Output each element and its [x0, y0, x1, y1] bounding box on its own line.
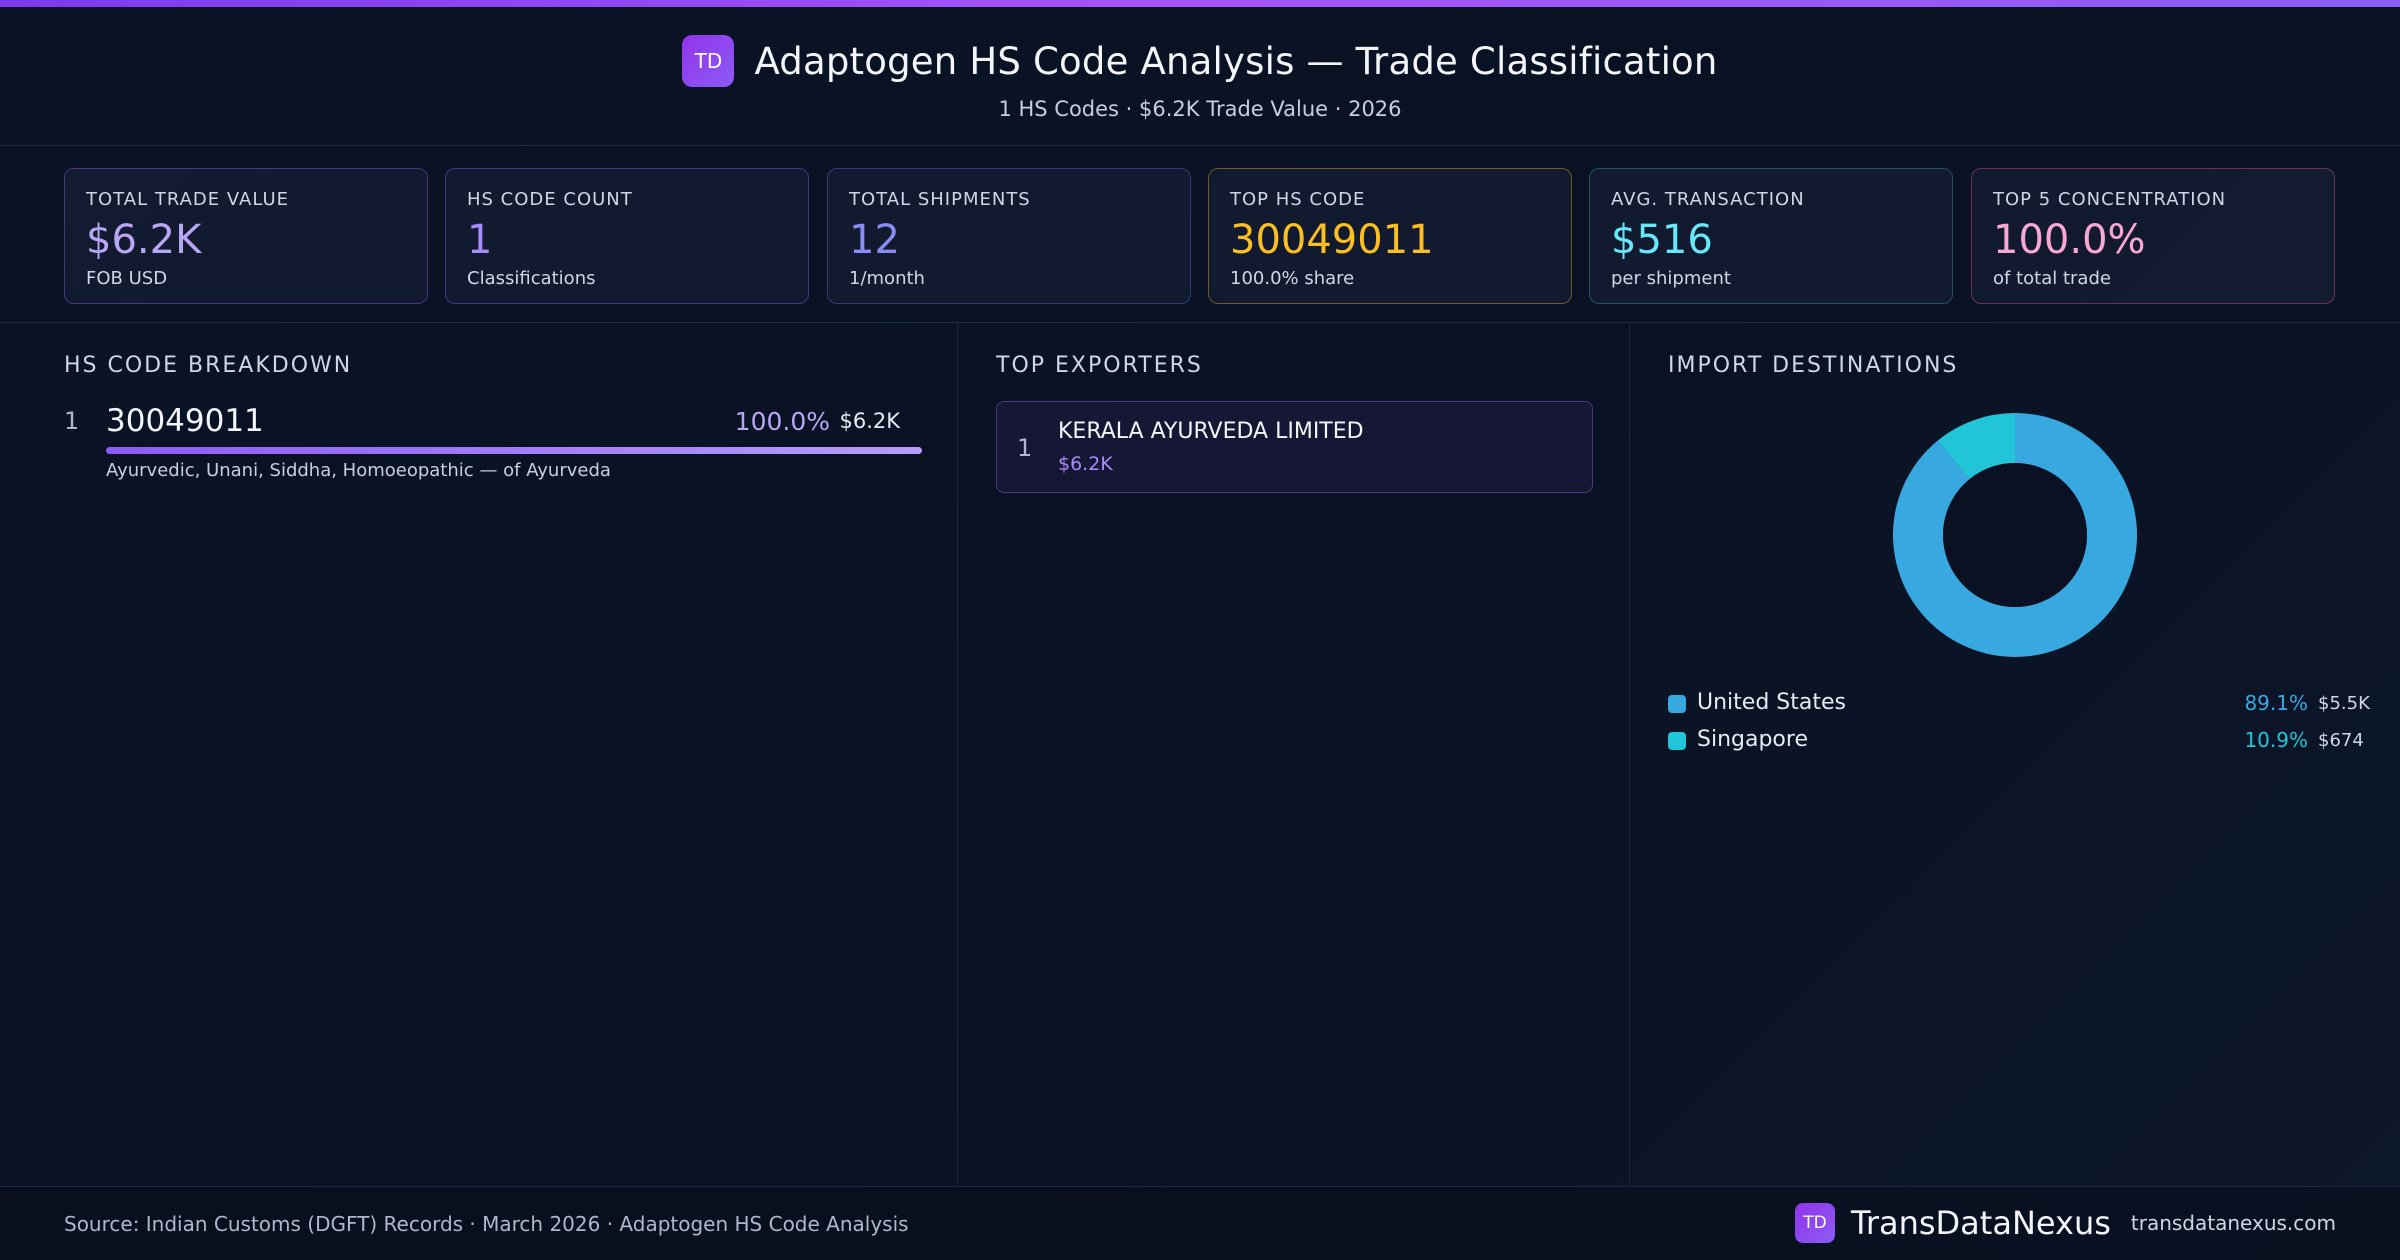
kpi-sub: 100.0% share [1230, 268, 1355, 289]
kpi-label: HS Code Count [467, 189, 633, 210]
legend-value: $5.5K [2318, 693, 2370, 714]
kpi-sub: 1/month [849, 268, 925, 289]
page-footer: Source: Indian Customs (DGFT) Records · … [0, 1186, 2400, 1260]
kpi-card-total-shipments: Total Shipments 12 1/month [827, 168, 1191, 304]
top-exporters-panel: Top Exporters 1 KERALA AYURVEDA LIMITED … [959, 323, 1630, 1186]
legend-value: $674 [2318, 730, 2364, 751]
legend-item-united-states[interactable]: United States 89.1% $5.5K [1668, 688, 2370, 718]
kpi-label: Top HS Code [1230, 189, 1366, 210]
kpi-row: Total Trade Value $6.2K FOB USD HS Code … [0, 146, 2400, 323]
hs-bar-track [106, 447, 922, 454]
donut-hole [1943, 463, 2087, 607]
hs-description: Ayurvedic, Unani, Siddha, Homoeopathic —… [106, 460, 611, 481]
legend-pct: 10.9% [2244, 728, 2308, 752]
donut-slice-united-states[interactable] [1893, 413, 2137, 657]
kpi-card-hs-code-count: HS Code Count 1 Classifications [445, 168, 809, 304]
exporter-value: $6.2K [1058, 453, 1113, 475]
panel-title: HS Code Breakdown [64, 353, 353, 378]
legend-item-singapore[interactable]: Singapore 10.9% $674 [1668, 725, 2368, 755]
kpi-label: Avg. Transaction [1611, 189, 1805, 210]
hs-value: $6.2K [839, 409, 900, 433]
kpi-value: 12 [849, 217, 900, 263]
kpi-card-total-trade-value: Total Trade Value $6.2K FOB USD [64, 168, 428, 304]
kpi-card-avg-transaction: Avg. Transaction $516 per shipment [1589, 168, 1953, 304]
hs-code-row[interactable]: 1 30049011 100.0% $6.2K Ayurvedic, Unani… [64, 403, 922, 493]
panels: HS Code Breakdown 1 30049011 100.0% $6.2… [0, 323, 2400, 1186]
footer-logo-badge: TD [1794, 1203, 1835, 1243]
kpi-label: Top 5 Concentration [1993, 189, 2227, 210]
panel-title: Top Exporters [996, 353, 1203, 378]
kpi-sub: FOB USD [86, 268, 168, 289]
footer-url-link[interactable]: transdatanexus.com [2130, 1211, 2336, 1235]
exporter-rank: 1 [1017, 434, 1033, 462]
logo-badge: TD [682, 35, 735, 87]
kpi-label: Total Shipments [849, 189, 1031, 210]
kpi-label: Total Trade Value [86, 189, 290, 210]
kpi-value: $6.2K [86, 217, 202, 263]
panel-title: Import Destinations [1668, 353, 1959, 378]
kpi-value: 30049011 [1230, 217, 1434, 263]
title-row: TD Adaptogen HS Code Analysis — Trade Cl… [0, 35, 2400, 87]
legend-name: Singapore [1697, 727, 1808, 752]
kpi-value: 100.0% [1993, 217, 2146, 263]
footer-source: Source: Indian Customs (DGFT) Records · … [64, 1212, 909, 1236]
hs-bar-fill [106, 447, 922, 454]
hs-share-pct: 100.0% [734, 407, 830, 436]
page-subtitle: 1 HS Codes · $6.2K Trade Value · 2026 [998, 97, 1402, 121]
hs-code: 30049011 [106, 403, 264, 439]
hs-breakdown-panel: HS Code Breakdown 1 30049011 100.0% $6.2… [0, 323, 958, 1186]
hs-rank: 1 [64, 407, 80, 435]
footer-brand: TD TransDataNexus transdatanexus.com [1794, 1203, 2336, 1243]
legend-name: United States [1697, 690, 1846, 715]
import-destinations-panel: Import Destinations United States 89.1% … [1631, 323, 2400, 1186]
page-header: TD Adaptogen HS Code Analysis — Trade Cl… [0, 7, 2400, 146]
destinations-donut-chart [1890, 410, 2140, 660]
exporter-card[interactable]: 1 KERALA AYURVEDA LIMITED $6.2K [996, 401, 1593, 493]
kpi-sub: of total trade [1993, 268, 2111, 289]
top-accent-bar [0, 0, 2400, 7]
kpi-sub: Classifications [467, 268, 596, 289]
legend-pct: 89.1% [2244, 691, 2308, 715]
legend-swatch [1668, 695, 1686, 713]
donut-slice-singapore[interactable] [1937, 413, 2015, 480]
kpi-sub: per shipment [1611, 268, 1731, 289]
exporter-name: KERALA AYURVEDA LIMITED [1058, 419, 1364, 444]
donut-svg [1893, 413, 2137, 657]
page-title: Adaptogen HS Code Analysis — Trade Class… [754, 39, 1718, 83]
kpi-value: $516 [1611, 217, 1713, 263]
legend-swatch [1668, 732, 1686, 750]
kpi-card-top-hs-code: Top HS Code 30049011 100.0% share [1208, 168, 1572, 304]
kpi-value: 1 [467, 217, 493, 263]
footer-brand-name: TransDataNexus [1850, 1204, 2111, 1242]
kpi-card-top5-concentration: Top 5 Concentration 100.0% of total trad… [1971, 168, 2335, 304]
